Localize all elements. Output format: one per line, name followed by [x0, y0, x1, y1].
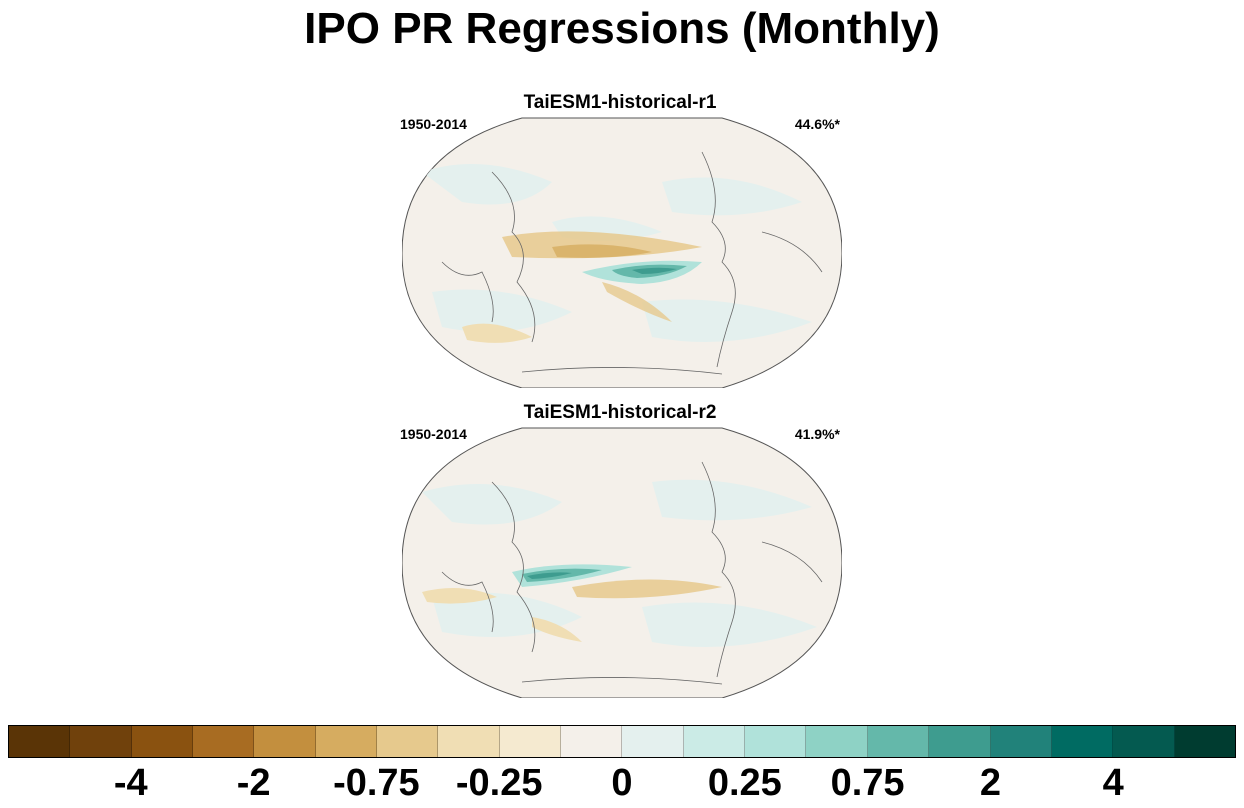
colorbar-tick-label: 0.75: [830, 762, 905, 804]
colorbar-box: [867, 726, 930, 757]
colorbar: [8, 725, 1236, 758]
panel-title: TaiESM1-historical-r2: [523, 402, 717, 423]
colorbar-box: [1174, 726, 1235, 757]
colorbar-tick-label: -4: [113, 762, 148, 804]
panel-variance-label: 44.6%*: [794, 116, 840, 132]
chart-title: IPO PR Regressions (Monthly): [304, 4, 940, 53]
panel-title: TaiESM1-historical-r1: [523, 92, 717, 113]
colorbar-box: [683, 726, 746, 757]
colorbar-box: [499, 726, 562, 757]
colorbar-tick-label: -0.25: [455, 762, 543, 804]
panel-variance-label: 41.9%*: [794, 426, 840, 442]
regression-map-r1: [402, 117, 842, 388]
colorbar-box: [1113, 726, 1175, 757]
map-panel-r1: TaiESM1-historical-r1 1950-2014 44.6%*: [380, 92, 860, 392]
colorbar-tick-label: 0: [611, 762, 633, 804]
colorbar-box: [745, 726, 807, 757]
colorbar-box: [1051, 726, 1114, 757]
colorbar-box: [990, 726, 1052, 757]
colorbar-box: [377, 726, 439, 757]
colorbar-box: [806, 726, 868, 757]
colorbar-tick-label: 2: [979, 762, 1001, 804]
colorbar-box: [315, 726, 378, 757]
panel-period-label: 1950-2014: [400, 116, 467, 132]
colorbar-tick-label: 4: [1102, 762, 1124, 804]
colorbar-box: [438, 726, 500, 757]
colorbar-box: [254, 726, 316, 757]
colorbar-box: [561, 726, 623, 757]
colorbar-box: [9, 726, 71, 757]
panel-period-label: 1950-2014: [400, 426, 467, 442]
colorbar-tick-label: -2: [236, 762, 271, 804]
colorbar-box: [70, 726, 132, 757]
regression-map-r2: [402, 427, 842, 698]
colorbar-box: [131, 726, 194, 757]
colorbar-box: [622, 726, 684, 757]
colorbar-tick-label: -0.75: [333, 762, 420, 804]
map-panel-r2: TaiESM1-historical-r2 1950-2014 41.9%*: [380, 402, 860, 702]
colorbar-box: [929, 726, 991, 757]
colorbar-box: [193, 726, 255, 757]
colorbar-tick-label: 0.25: [707, 762, 782, 804]
